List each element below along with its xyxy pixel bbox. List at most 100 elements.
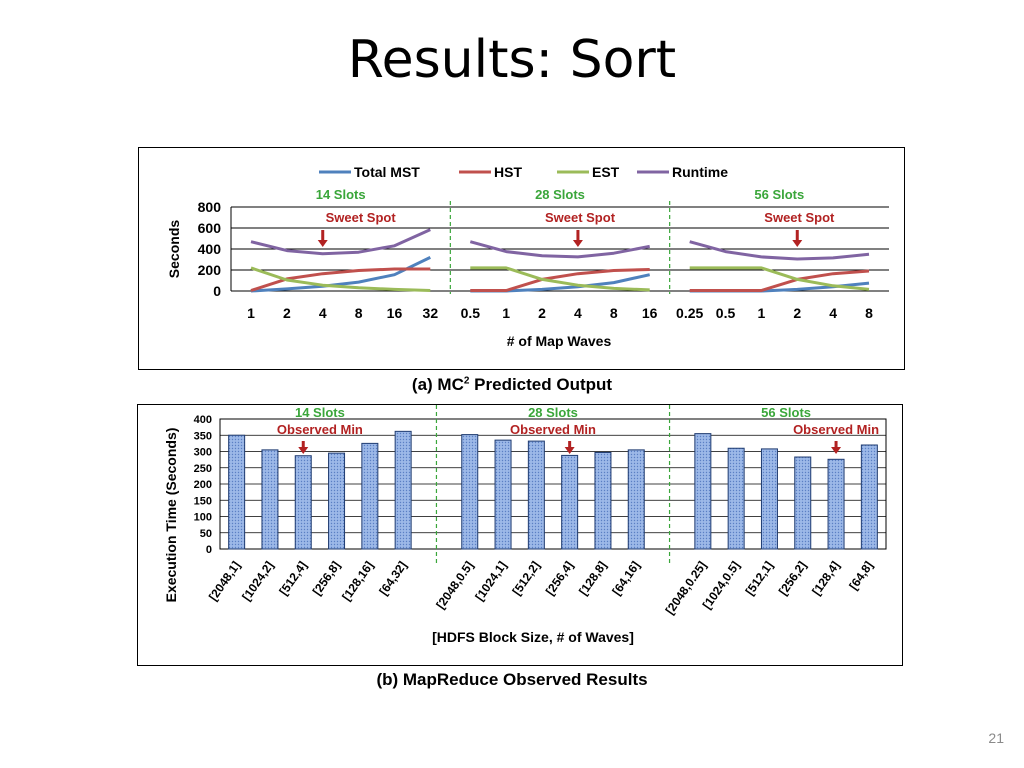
bar (294, 455, 312, 550)
sweet-spot-label: Sweet Spot (326, 210, 397, 225)
series-line-hst (250, 267, 431, 292)
observed-min-arrow-head (831, 447, 842, 454)
bar (561, 454, 579, 550)
observed-min-label: Observed Min (510, 422, 596, 437)
slot-label: 56 Slots (761, 405, 811, 420)
y-tick-label: 600 (198, 220, 222, 236)
bar (494, 439, 512, 550)
x-tick-label: 4 (829, 305, 837, 321)
y-tick-label: 50 (200, 528, 212, 540)
slot-label: 56 Slots (754, 187, 804, 202)
y-tick-label: 400 (194, 414, 212, 426)
bar (261, 449, 279, 550)
y-axis-label: Seconds (166, 220, 182, 279)
bar (727, 447, 745, 550)
slide-title: Results: Sort (347, 30, 677, 90)
y-tick-label: 200 (194, 479, 212, 491)
caption-a-prefix: (a) MC (411, 375, 464, 394)
x-tick-label: 2 (538, 305, 546, 321)
series-line-runtime (469, 240, 650, 259)
series-line-runtime (689, 240, 870, 261)
predicted-output-chart: 0 200 400 600 800 Seconds # of Map Waves Total … (166, 164, 889, 349)
legend-label: Total MST (354, 164, 420, 180)
sweet-spot-arrow-head (317, 240, 328, 247)
sweet-spot-arrow-head (572, 240, 583, 247)
series-line-hst (470, 268, 650, 292)
series-line-total-mst (250, 256, 431, 293)
slot-label: 14 Slots (295, 405, 345, 420)
observed-min-label: Observed Min (793, 422, 879, 437)
series-line-est (689, 266, 870, 291)
x-tick-label: 4 (574, 305, 582, 321)
x-tick-label: [512,2] (510, 559, 543, 598)
x-tick-label: [64,8] (846, 559, 875, 593)
observed-results-chart: 0 50 100 150 200 250 300 350 400 Execution Time (… (163, 405, 887, 645)
observed-results-panel: 0 50 100 150 200 250 300 350 400 Execution Time (… (137, 404, 903, 666)
y-axis-label: Execution Time (Seconds) (163, 428, 179, 603)
bar (827, 458, 845, 550)
x-tick-label: [2048,1] (206, 559, 243, 604)
bar (694, 433, 712, 550)
x-tick-label: 4 (319, 305, 327, 321)
x-tick-label: 16 (387, 305, 403, 321)
series-line-est (250, 266, 431, 292)
bar (860, 444, 878, 550)
observed-min-label: Observed Min (277, 422, 363, 437)
x-tick-label: [128,16] (339, 559, 376, 604)
bar (527, 440, 545, 550)
x-tick-label: 32 (423, 305, 439, 321)
bar (594, 451, 612, 550)
legend-label: EST (592, 164, 620, 180)
x-tick-label: [256,2] (776, 559, 809, 598)
bar (361, 442, 379, 550)
slide-number: 21 (988, 730, 1004, 746)
bar (627, 449, 645, 550)
y-tick-label: 400 (198, 241, 222, 257)
x-tick-label: 8 (355, 305, 363, 321)
x-tick-label: [64,16] (609, 559, 642, 598)
y-tick-label: 800 (198, 199, 222, 215)
caption-a-superscript: 2 (463, 375, 470, 387)
x-tick-label: [64,32] (376, 559, 409, 598)
y-tick-label: 100 (194, 512, 212, 524)
slot-label: 28 Slots (535, 187, 585, 202)
bar (228, 434, 246, 550)
x-tick-label: [512,1] (743, 559, 776, 598)
x-tick-label: 0.5 (716, 305, 736, 321)
predicted-output-panel: 0 200 400 600 800 Seconds # of Map Waves Total … (138, 147, 905, 370)
x-tick-label: 16 (642, 305, 658, 321)
caption-predicted-output: (a) MC2 Predicted Output (0, 375, 1024, 395)
y-tick-label: 250 (194, 463, 212, 475)
y-tick-label: 150 (194, 495, 212, 507)
y-tick-label: 200 (198, 262, 222, 278)
legend-label: Runtime (672, 164, 728, 180)
legend-label: HST (494, 164, 522, 180)
observed-min-arrow-head (564, 447, 575, 454)
x-tick-label: 1 (247, 305, 255, 321)
caption-a-suffix: Predicted Output (469, 375, 613, 394)
slot-label: 14 Slots (316, 187, 366, 202)
bar (328, 452, 346, 550)
y-tick-label: 350 (194, 430, 212, 442)
x-tick-label: [1024,2] (239, 559, 276, 604)
x-tick-label: 1 (502, 305, 510, 321)
x-tick-label: 1 (758, 305, 766, 321)
plot-frame (219, 418, 887, 550)
y-tick-label: 300 (194, 447, 212, 459)
x-tick-label: [2048,0.5] (433, 559, 476, 612)
bar (794, 456, 812, 550)
bar (394, 430, 412, 550)
series-line-est (470, 266, 650, 292)
slot-label: 28 Slots (528, 405, 578, 420)
x-tick-label: 8 (865, 305, 873, 321)
bar (461, 434, 479, 550)
x-tick-label: 2 (283, 305, 291, 321)
y-tick-label: 0 (213, 283, 221, 299)
x-tick-label: 8 (610, 305, 618, 321)
caption-observed-results: (b) MapReduce Observed Results (376, 670, 648, 689)
y-tick-label: 0 (206, 544, 212, 556)
observed-min-arrow-head (298, 447, 309, 454)
bar (760, 448, 778, 550)
x-tick-label: [256,8] (310, 559, 343, 598)
x-tick-label: 2 (793, 305, 801, 321)
